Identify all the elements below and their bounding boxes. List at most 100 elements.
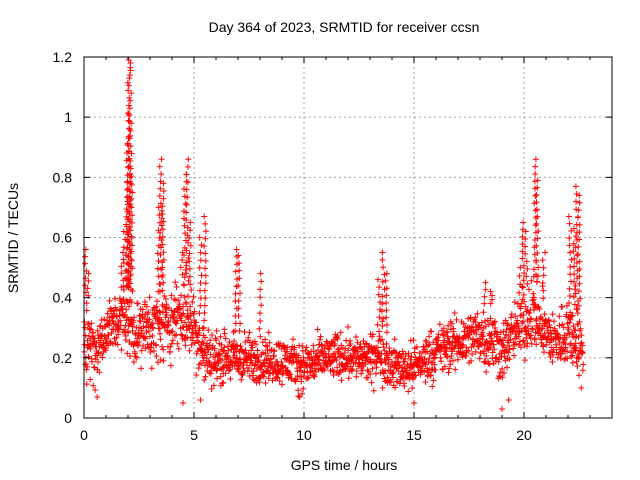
data-point — [202, 280, 209, 287]
data-point — [532, 163, 539, 170]
data-point — [576, 273, 583, 280]
data-point — [129, 265, 136, 272]
data-point — [453, 350, 460, 357]
data-point — [153, 342, 160, 349]
data-point — [181, 244, 188, 251]
data-point — [127, 174, 134, 181]
data-point — [222, 335, 229, 342]
data-point — [522, 228, 529, 235]
data-point — [575, 214, 582, 221]
data-point — [511, 299, 518, 306]
data-point — [202, 334, 209, 341]
chart-title: Day 364 of 2023, SRMTID for receiver ccs… — [209, 19, 480, 35]
data-point — [199, 338, 206, 345]
data-point — [575, 243, 582, 250]
data-point — [157, 200, 164, 207]
data-point — [115, 331, 122, 338]
data-point — [487, 332, 494, 339]
data-point — [383, 329, 390, 336]
data-point — [448, 352, 455, 359]
data-point — [443, 329, 450, 336]
data-point — [85, 320, 92, 327]
data-point — [405, 353, 412, 360]
data-point — [448, 320, 455, 327]
data-point — [183, 171, 190, 178]
data-point — [379, 322, 386, 329]
data-point — [88, 320, 95, 327]
data-point — [540, 295, 547, 302]
data-point — [227, 366, 234, 373]
data-point — [516, 289, 523, 296]
data-point — [383, 340, 390, 347]
data-point — [565, 326, 572, 333]
data-point — [127, 67, 134, 74]
data-point — [404, 363, 411, 370]
data-point — [502, 344, 509, 351]
data-point — [180, 303, 187, 310]
data-point — [175, 297, 182, 304]
data-point — [536, 305, 543, 312]
data-point — [549, 351, 556, 358]
data-point — [505, 333, 512, 340]
data-point — [399, 348, 406, 355]
data-point — [87, 345, 94, 352]
data-point — [573, 206, 580, 213]
data-point — [311, 373, 318, 380]
data-point — [155, 258, 162, 265]
data-point — [353, 334, 360, 341]
data-point — [180, 252, 187, 259]
data-point — [517, 312, 524, 319]
data-point — [556, 313, 563, 320]
data-point — [533, 316, 540, 323]
data-point — [568, 313, 575, 320]
y-tick-label: 1.2 — [53, 49, 73, 65]
data-point — [444, 353, 451, 360]
data-point — [127, 227, 134, 234]
data-point — [469, 350, 476, 357]
y-tick-label: 1 — [64, 109, 72, 125]
data-point — [187, 242, 194, 249]
data-point — [530, 266, 537, 273]
data-point — [197, 279, 204, 286]
data-point — [174, 340, 181, 347]
data-point — [532, 222, 539, 229]
data-point — [177, 264, 184, 271]
data-point — [201, 309, 208, 316]
data-point — [579, 367, 586, 374]
data-point — [363, 354, 370, 361]
data-point — [533, 242, 540, 249]
data-point — [201, 243, 208, 250]
data-point — [523, 273, 530, 280]
data-point — [128, 150, 135, 157]
data-point — [231, 337, 238, 344]
data-point — [213, 327, 220, 334]
data-point — [266, 339, 273, 346]
data-point — [212, 353, 219, 360]
data-point — [124, 79, 131, 86]
data-point — [128, 299, 135, 305]
data-point — [429, 383, 436, 390]
data-point — [200, 357, 207, 364]
data-point — [567, 264, 574, 271]
data-point — [185, 239, 192, 246]
data-point — [393, 349, 400, 356]
data-point — [543, 341, 550, 348]
data-point — [580, 361, 587, 368]
data-point — [383, 314, 390, 321]
data-point — [85, 270, 92, 277]
data-point — [482, 317, 489, 324]
data-point — [137, 318, 144, 325]
data-point — [226, 339, 233, 346]
data-point — [196, 234, 203, 241]
data-point — [545, 318, 552, 325]
data-point — [132, 353, 139, 360]
data-point — [129, 212, 136, 219]
data-point — [367, 371, 374, 378]
data-point — [349, 366, 356, 373]
data-point — [441, 363, 448, 370]
data-point — [124, 110, 131, 117]
data-point — [106, 297, 113, 304]
data-point — [532, 192, 539, 199]
data-point — [487, 315, 494, 322]
data-point — [517, 264, 524, 271]
